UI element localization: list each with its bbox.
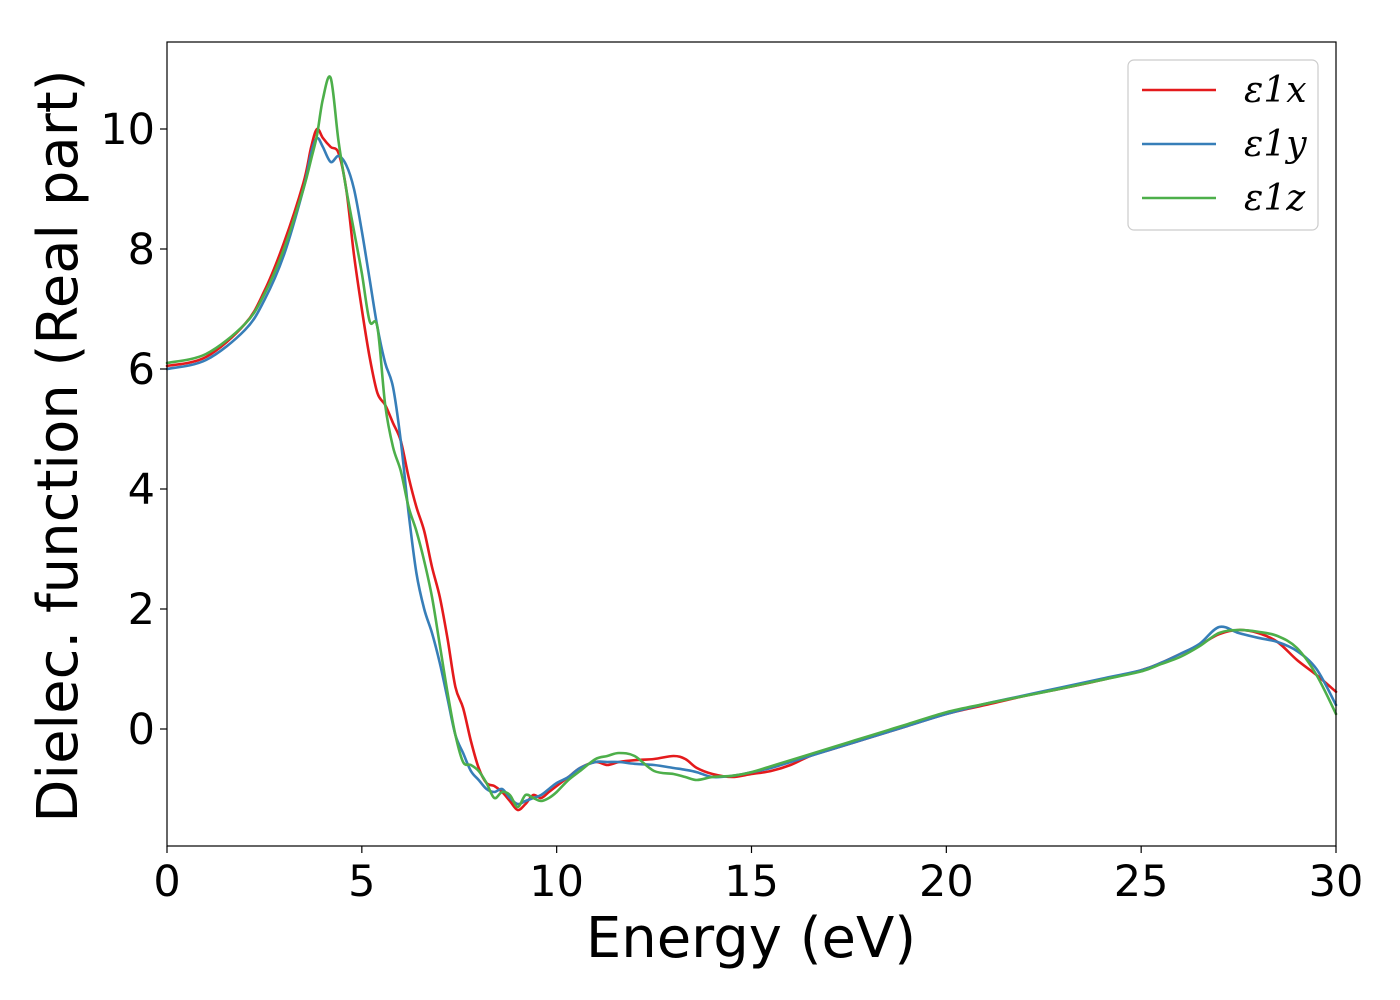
- x-axis-ticks: 0 5 10 15 20 25 30: [153, 846, 1363, 907]
- y-tick-label: 4: [128, 465, 155, 515]
- legend: ε1x ε1y ε1z: [1127, 59, 1319, 231]
- y-axis-ticks: 0 2 4 6 8 10: [100, 105, 167, 755]
- legend-label-1: ε1y: [1244, 124, 1307, 165]
- y-tick-label: 2: [128, 585, 155, 635]
- y-tick-label: 6: [128, 345, 155, 395]
- y-axis-title: Dielec. function (Real part): [26, 69, 91, 822]
- series-line-2: [165, 75, 1338, 809]
- x-tick-label: 20: [919, 857, 974, 907]
- x-tick-label: 30: [1309, 857, 1364, 907]
- legend-label-0: ε1x: [1244, 70, 1307, 111]
- x-tick-label: 5: [348, 857, 375, 907]
- x-tick-label: 0: [153, 857, 180, 907]
- x-tick-label: 10: [529, 857, 584, 907]
- y-tick-label: 10: [100, 105, 155, 155]
- y-tick-label: 8: [128, 225, 155, 275]
- series-lines: [165, 75, 1338, 812]
- x-tick-label: 25: [1114, 857, 1169, 907]
- legend-box: [1127, 59, 1319, 231]
- x-tick-label: 15: [724, 857, 779, 907]
- y-tick-label: 0: [128, 705, 155, 755]
- x-axis-title: Energy (eV): [586, 906, 916, 971]
- legend-label-2: ε1z: [1244, 178, 1306, 219]
